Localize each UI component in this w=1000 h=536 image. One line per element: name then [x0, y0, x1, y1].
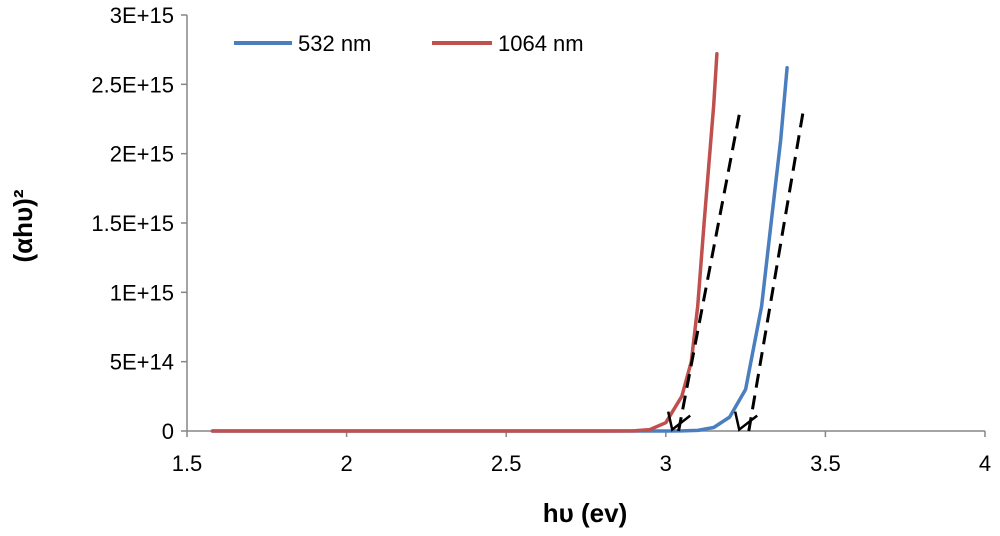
x-axis: 1.5 2 2.5 3 3.5 4	[172, 431, 991, 476]
x-tick-label: 3	[660, 451, 672, 476]
y-tick-label: 5E+14	[110, 350, 174, 375]
y-tick-label: 1E+15	[110, 280, 174, 305]
y-tick-label: 3E+15	[110, 3, 174, 28]
x-tick-label: 3.5	[810, 451, 841, 476]
y-tick-label: 1.5E+15	[91, 211, 174, 236]
legend-label-532nm: 532 nm	[298, 31, 371, 56]
arrowhead-1	[666, 411, 691, 432]
y-tick-label: 2.5E+15	[91, 72, 174, 97]
tangent-line-1	[677, 114, 741, 432]
y-tick-label: 0	[162, 419, 174, 444]
x-tick-label: 1.5	[172, 451, 203, 476]
series-layer	[210, 52, 789, 433]
series-line-1064nm	[210, 52, 719, 433]
legend: 532 nm 1064 nm	[234, 31, 584, 56]
plot-area	[186, 15, 985, 432]
legend-label-1064nm: 1064 nm	[498, 31, 584, 56]
x-axis-title: hυ (ev)	[543, 498, 627, 528]
annotation-layer	[666, 111, 805, 432]
y-axis-title: (αhυ)²	[8, 189, 38, 262]
arrowhead-2	[733, 411, 758, 432]
y-axis: 0 5E+14 1E+15 1.5E+15 2E+15 2.5E+15 3E+15	[91, 3, 187, 444]
x-tick-label: 2.5	[491, 451, 522, 476]
tangent-line-2	[747, 111, 805, 432]
x-tick-label: 2	[340, 451, 352, 476]
y-tick-label: 2E+15	[110, 142, 174, 167]
x-tick-label: 4	[979, 451, 991, 476]
